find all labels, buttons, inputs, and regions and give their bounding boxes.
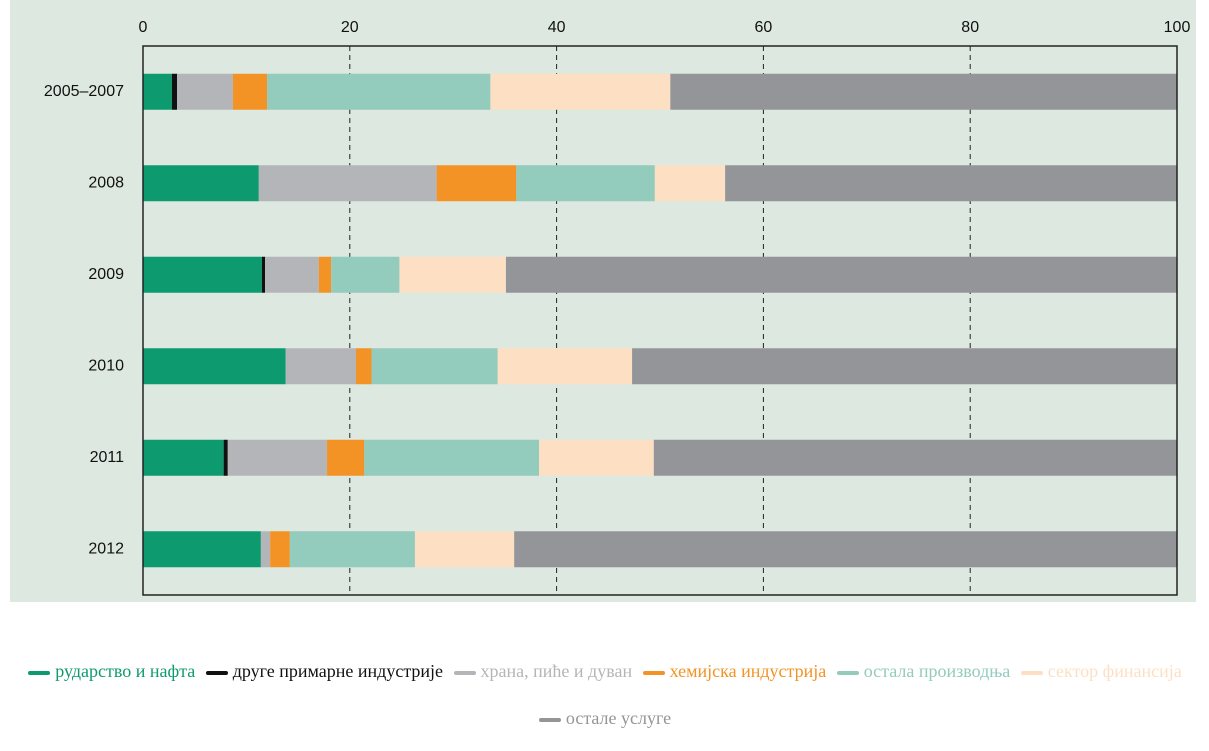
- bar-segment: [232, 73, 268, 110]
- legend-item: остале услуге: [538, 708, 672, 728]
- legend-item: хемијска индустрија: [642, 661, 827, 681]
- bar-segment: [267, 73, 491, 110]
- x-tick-label: 60: [755, 19, 773, 36]
- bar-segment: [414, 531, 515, 568]
- legend-item: друге примарне индустрије: [205, 661, 444, 681]
- bar-segment: [227, 439, 328, 476]
- legend-swatch: [642, 670, 665, 675]
- bar-segment: [670, 73, 1177, 110]
- x-tick-label: 80: [961, 19, 979, 36]
- bar-segment: [143, 165, 259, 202]
- y-tick-label: 2009: [88, 266, 124, 283]
- legend-item: сектор финансија: [1020, 661, 1182, 681]
- legend-swatch: [205, 670, 228, 675]
- x-tick-label: 20: [341, 19, 359, 36]
- x-tick-label: 100: [1164, 19, 1191, 36]
- bar-segment: [223, 439, 228, 476]
- legend-label: храна, пиће и дуван: [480, 661, 633, 681]
- bar-segment: [265, 256, 319, 293]
- bar-segment: [327, 439, 365, 476]
- legend-swatch: [538, 717, 561, 722]
- bar-segment: [318, 256, 332, 293]
- legend-swatch: [1020, 670, 1043, 675]
- bar-segment: [143, 256, 262, 293]
- legend-swatch: [836, 670, 859, 675]
- bar-segment: [171, 73, 178, 110]
- bar-segment: [177, 73, 233, 110]
- x-tick-label: 40: [548, 19, 566, 36]
- legend-swatch: [28, 670, 51, 675]
- legend-label: остала производња: [863, 661, 1011, 681]
- bar-segment: [143, 439, 224, 476]
- legend-swatch: [453, 670, 476, 675]
- bar-segment: [270, 531, 290, 568]
- bar-segment: [632, 348, 1177, 385]
- bar-segment: [436, 165, 517, 202]
- bar-segment: [539, 439, 654, 476]
- bar-segment: [497, 348, 633, 385]
- legend-item: рударство и нафта: [28, 661, 195, 681]
- bar-segment: [490, 73, 671, 110]
- bar-segment: [289, 531, 415, 568]
- bar-segment: [143, 73, 172, 110]
- bar-segment: [725, 165, 1177, 202]
- legend-label: остале услуге: [565, 708, 672, 728]
- bar-segment: [258, 165, 437, 202]
- bar-segment: [356, 348, 372, 385]
- legend-item: остала производња: [836, 661, 1011, 681]
- bar-segment: [364, 439, 540, 476]
- bar-segment: [653, 439, 1177, 476]
- bar-segment: [505, 256, 1178, 293]
- bar-segment: [261, 256, 266, 293]
- bar-segment: [516, 165, 655, 202]
- bar-segment: [260, 531, 271, 568]
- bar-segment: [514, 531, 1177, 568]
- x-tick-label: 0: [139, 19, 148, 36]
- bar-segment: [399, 256, 506, 293]
- bar-segment: [143, 531, 261, 568]
- legend-label: рударство и нафта: [55, 661, 196, 681]
- y-tick-label: 2012: [88, 540, 124, 557]
- bar-segment: [654, 165, 726, 202]
- y-tick-label: 2005–2007: [44, 83, 124, 100]
- bar-segment: [331, 256, 400, 293]
- plot-frame: [142, 45, 1178, 596]
- bar-segment: [371, 348, 498, 385]
- legend-label: сектор финансија: [1047, 661, 1182, 681]
- legend-item: храна, пиће и дуван: [453, 661, 633, 681]
- bar-segment: [143, 348, 286, 385]
- y-tick-label: 2010: [88, 357, 124, 374]
- chart: 0 20 40 60 80 100 2005–2007 2008 2009 2010 2011 201…: [10, 0, 1196, 602]
- bar-segment: [285, 348, 357, 385]
- legend: рударство и нафта друге примарне индустр…: [10, 648, 1200, 742]
- y-tick-label: 2008: [88, 174, 124, 191]
- y-tick-label: 2011: [90, 449, 125, 466]
- legend-label: хемијска индустрија: [669, 661, 827, 681]
- legend-label: друге примарне индустрије: [232, 661, 444, 681]
